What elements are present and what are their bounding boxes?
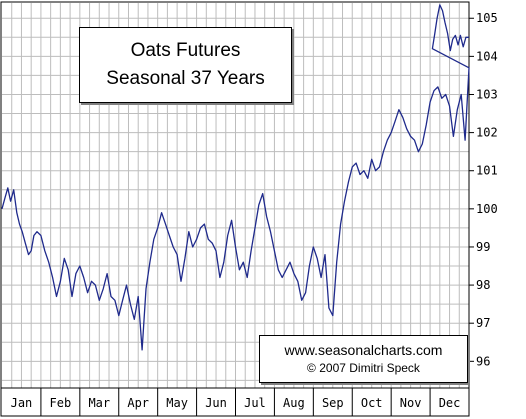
y-tick-label: 102 <box>476 126 498 140</box>
month-label: Nov <box>400 396 422 410</box>
y-tick-label: 104 <box>476 49 498 63</box>
y-tick-label: 103 <box>476 87 498 101</box>
month-label: Jul <box>244 396 266 410</box>
y-tick-label: 101 <box>476 164 498 178</box>
y-tick-label: 100 <box>476 202 498 216</box>
month-label: Mar <box>88 396 110 410</box>
credit-site: www.seasonalcharts.com <box>284 342 443 358</box>
month-label: Oct <box>361 396 383 410</box>
month-label: May <box>166 396 188 410</box>
y-tick-labels: 96 97 98 99 100 101 102 103 104 105 <box>476 11 498 368</box>
month-label: Apr <box>127 396 149 410</box>
y-tick-label: 99 <box>476 240 490 254</box>
y-tick-label: 97 <box>476 316 490 330</box>
month-label: Feb <box>50 396 72 410</box>
month-label: Jan <box>11 396 33 410</box>
title-line-2: Seasonal 37 Years <box>106 68 265 89</box>
month-label: Sep <box>322 396 344 410</box>
title-box: Oats Futures Seasonal 37 Years <box>79 27 292 103</box>
credit-author: © 2007 Dimitri Speck <box>307 361 420 375</box>
y-ticks <box>469 17 474 362</box>
month-label: Jun <box>205 396 227 410</box>
month-labels: Jan Feb Mar Apr May Jun Jul Aug Sep Oct Nov Dec <box>11 396 461 410</box>
series-line <box>1 4 470 351</box>
month-dividers <box>40 388 431 416</box>
credit-box: www.seasonalcharts.com © 2007 Dimitri Sp… <box>259 335 468 383</box>
month-label: Dec <box>439 396 461 410</box>
y-tick-label: 98 <box>476 278 490 292</box>
y-tick-label: 96 <box>476 354 490 368</box>
title-line-1: Oats Futures <box>130 40 241 61</box>
month-label: Aug <box>283 396 305 410</box>
y-tick-label: 105 <box>476 11 498 25</box>
